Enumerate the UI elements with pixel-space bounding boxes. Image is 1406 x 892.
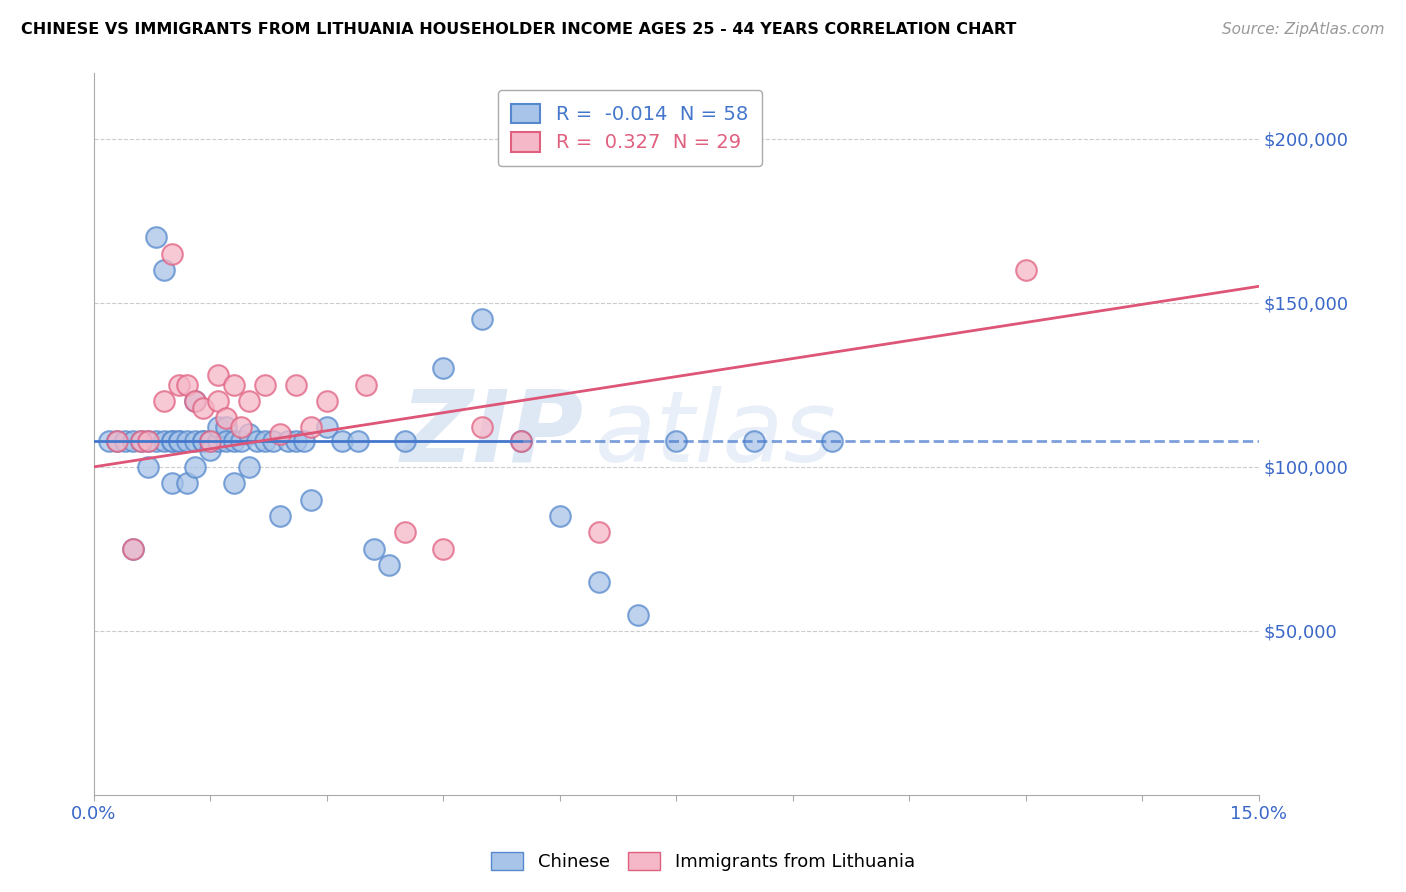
Point	[1015, 263, 1038, 277]
Text: ZIP: ZIP	[401, 385, 583, 483]
Point	[184, 394, 207, 409]
Point	[160, 434, 183, 448]
Point	[136, 459, 159, 474]
Legend: Chinese, Immigrants from Lithuania: Chinese, Immigrants from Lithuania	[484, 845, 922, 879]
Point	[145, 230, 167, 244]
Point	[284, 377, 307, 392]
Point	[510, 434, 533, 448]
Text: atlas: atlas	[595, 385, 837, 483]
Point	[471, 420, 494, 434]
Point	[121, 541, 143, 556]
Point	[394, 434, 416, 448]
Point	[184, 434, 207, 448]
Point	[191, 401, 214, 415]
Point	[191, 434, 214, 448]
Point	[222, 434, 245, 448]
Point	[121, 541, 143, 556]
Point	[176, 377, 198, 392]
Point	[821, 434, 844, 448]
Point	[253, 377, 276, 392]
Point	[246, 434, 269, 448]
Point	[184, 394, 207, 409]
Point	[222, 476, 245, 491]
Point	[742, 434, 765, 448]
Point	[153, 394, 176, 409]
Point	[215, 434, 238, 448]
Point	[316, 420, 339, 434]
Point	[432, 541, 454, 556]
Point	[129, 434, 152, 448]
Point	[136, 434, 159, 448]
Point	[184, 459, 207, 474]
Point	[169, 377, 191, 392]
Point	[665, 434, 688, 448]
Point	[105, 434, 128, 448]
Point	[626, 607, 648, 622]
Point	[277, 434, 299, 448]
Point	[153, 263, 176, 277]
Point	[222, 377, 245, 392]
Point	[207, 420, 229, 434]
Point	[98, 434, 121, 448]
Point	[363, 541, 385, 556]
Point	[510, 434, 533, 448]
Point	[471, 312, 494, 326]
Point	[284, 434, 307, 448]
Point	[316, 394, 339, 409]
Point	[299, 492, 322, 507]
Point	[432, 361, 454, 376]
Point	[347, 434, 370, 448]
Point	[269, 427, 291, 442]
Point	[378, 558, 401, 573]
Legend: R =  -0.014  N = 58, R =  0.327  N = 29: R = -0.014 N = 58, R = 0.327 N = 29	[498, 90, 762, 166]
Point	[238, 427, 260, 442]
Point	[253, 434, 276, 448]
Point	[160, 246, 183, 260]
Point	[231, 434, 253, 448]
Point	[191, 434, 214, 448]
Point	[588, 525, 610, 540]
Point	[145, 434, 167, 448]
Text: CHINESE VS IMMIGRANTS FROM LITHUANIA HOUSEHOLDER INCOME AGES 25 - 44 YEARS CORRE: CHINESE VS IMMIGRANTS FROM LITHUANIA HOU…	[21, 22, 1017, 37]
Point	[200, 443, 222, 458]
Point	[160, 476, 183, 491]
Point	[169, 434, 191, 448]
Point	[215, 420, 238, 434]
Point	[207, 394, 229, 409]
Point	[105, 434, 128, 448]
Point	[153, 434, 176, 448]
Point	[262, 434, 284, 448]
Point	[169, 434, 191, 448]
Point	[292, 434, 315, 448]
Point	[200, 434, 222, 448]
Point	[136, 434, 159, 448]
Point	[238, 394, 260, 409]
Point	[207, 368, 229, 382]
Point	[200, 434, 222, 448]
Point	[332, 434, 354, 448]
Point	[207, 434, 229, 448]
Point	[269, 509, 291, 524]
Point	[394, 525, 416, 540]
Point	[548, 509, 571, 524]
Point	[176, 476, 198, 491]
Point	[238, 459, 260, 474]
Point	[129, 434, 152, 448]
Point	[160, 434, 183, 448]
Point	[231, 420, 253, 434]
Point	[114, 434, 136, 448]
Point	[176, 434, 198, 448]
Point	[588, 574, 610, 589]
Point	[354, 377, 377, 392]
Point	[121, 434, 143, 448]
Text: Source: ZipAtlas.com: Source: ZipAtlas.com	[1222, 22, 1385, 37]
Point	[299, 420, 322, 434]
Point	[215, 410, 238, 425]
